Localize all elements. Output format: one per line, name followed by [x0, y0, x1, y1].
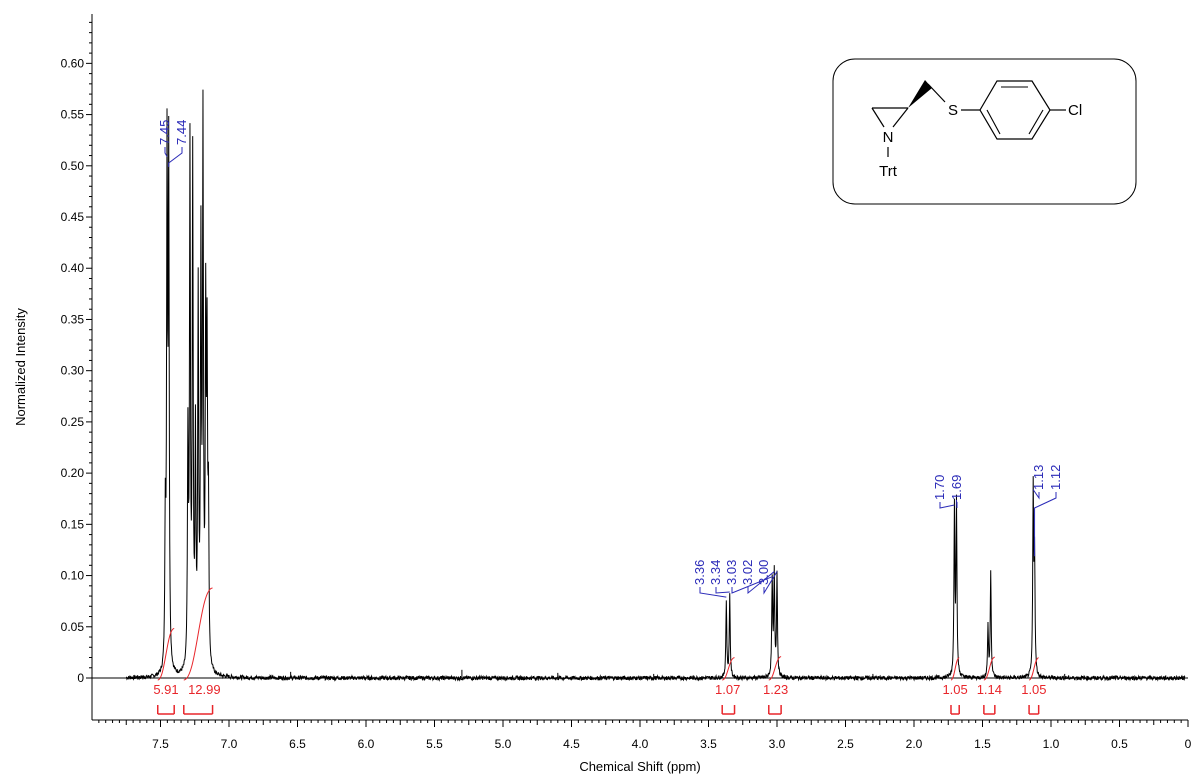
trityl-group-label: Trt: [879, 163, 898, 180]
y-tick-label: 0.20: [61, 466, 85, 480]
y-tick-label: 0.60: [61, 56, 85, 70]
x-tick-label: 6.5: [289, 737, 306, 751]
integral-curve: [721, 657, 735, 681]
y-tick-label: 0.30: [61, 364, 85, 378]
peak-leader-line: [955, 499, 958, 509]
peak-leader-line: [1032, 489, 1040, 500]
benzene-double-bond-3: [986, 109, 1001, 135]
y-tick-label: 0.50: [61, 159, 85, 173]
peak-shift-label: 3.36: [692, 560, 707, 585]
x-tick-label: 5.5: [426, 737, 443, 751]
x-tick-label: 2.5: [837, 737, 854, 751]
integral-curve: [983, 656, 996, 681]
integral-value-label: 5.91: [153, 682, 178, 697]
aziridine-bond-left: [871, 107, 885, 128]
x-tick-label: 3.0: [769, 737, 786, 751]
y-tick-label: 0.05: [61, 620, 85, 634]
x-tick-label: 7.0: [221, 737, 238, 751]
x-tick-label: 5.0: [495, 737, 512, 751]
spectrum-trace: [125, 89, 1186, 682]
sulfur-atom-label: S: [948, 102, 958, 119]
x-tick-label: 3.5: [700, 737, 717, 751]
structure-inset: N Trt S Cl: [832, 58, 1137, 205]
y-tick-label: 0.35: [61, 312, 85, 326]
peak-leader-line: [699, 587, 727, 598]
ch2-s-bond: [927, 83, 946, 103]
x-tick-label: 6.0: [358, 737, 375, 751]
peak-shift-label: 1.12: [1048, 465, 1063, 490]
integral-curve-group: [157, 587, 1039, 681]
peak-leader-line: [731, 576, 773, 594]
x-tick-label: 2.0: [906, 737, 923, 751]
x-tick-label: 7.5: [152, 737, 169, 751]
y-tick-label: 0: [77, 671, 84, 685]
aziridine-bond-right: [892, 107, 909, 128]
y-tick-label: 0.45: [61, 210, 85, 224]
x-tick-group: 7.5 7.0 6.5 6.0 5.5 5.0 4.5 4.0 3.5 3.0 2.5 2.0 1.5 1…: [98, 720, 1192, 751]
peak-shift-label: 3.02: [740, 560, 755, 585]
integral-value-label: 1.05: [942, 682, 967, 697]
structure-frame: [832, 58, 1137, 205]
x-tick-label: 1.0: [1043, 737, 1060, 751]
y-tick-label: 0.55: [61, 108, 85, 122]
x-tick-label: 0: [1185, 737, 1192, 751]
benzene-double-bond-2: [1028, 109, 1044, 135]
x-tick-label: 1.5: [974, 737, 991, 751]
integral-label-group: 5.91 12.99 1.07 1.23 1.05 1.14 1.05: [153, 682, 1047, 715]
peak-shift-label: 3.03: [724, 560, 739, 585]
peak-shift-label: 3.00: [756, 560, 771, 585]
integral-curve: [768, 656, 782, 681]
chlorine-atom-label: Cl: [1068, 102, 1082, 119]
x-tick-label: 4.0: [632, 737, 649, 751]
integral-curve: [950, 657, 960, 681]
y-tick-label: 0.10: [61, 569, 85, 583]
peak-label-group: 7.45 7.44 3.36 3.34 3.03 3.02 3.00 1.70 1.69 1.13…: [157, 120, 1063, 598]
peak-shift-label: 1.70: [932, 475, 947, 500]
y-axis-title: Normalized Intensity: [13, 308, 28, 426]
peak-leader-line: [747, 571, 775, 595]
peak-shift-label: 1.13: [1031, 465, 1046, 490]
peak-shift-label: 7.44: [174, 120, 189, 145]
stereo-wedge-bond: [908, 80, 932, 108]
integral-value-label: 1.05: [1021, 682, 1046, 697]
peak-shift-label: 7.45: [157, 120, 172, 145]
y-tick-label: 0.15: [61, 517, 85, 531]
integral-value-label: 1.14: [977, 682, 1002, 697]
peak-leader-line: [763, 571, 778, 595]
integral-curve: [1028, 657, 1039, 681]
peak-leader-line: [1034, 492, 1057, 557]
x-tick-label: 0.5: [1111, 737, 1128, 751]
integral-curve: [183, 587, 213, 681]
integral-value-label: 1.23: [763, 682, 788, 697]
peak-shift-label: 1.69: [949, 475, 964, 500]
integral-curve: [157, 628, 175, 681]
peak-leader-line: [168, 147, 183, 167]
integral-value-label: 1.07: [715, 682, 740, 697]
peak-leader-line: [715, 587, 730, 594]
nitrogen-atom-label: N: [883, 129, 894, 146]
peak-shift-label: 3.34: [708, 560, 723, 585]
y-tick-label: 0.25: [61, 415, 85, 429]
x-tick-label: 4.5: [563, 737, 580, 751]
peak-leader-line: [939, 502, 955, 509]
peak-leader-line: [164, 147, 168, 157]
y-tick-label: 0.40: [61, 261, 85, 275]
y-tick-group: 0 0.05 0.10 0.15 0.20 0.25 0.30 0.35 0.40 0.45 0.5…: [61, 21, 92, 685]
integral-value-label: 12.99: [188, 682, 221, 697]
spectrum-trace-group: [125, 89, 1186, 682]
x-axis-title: Chemical Shift (ppm): [579, 759, 700, 774]
